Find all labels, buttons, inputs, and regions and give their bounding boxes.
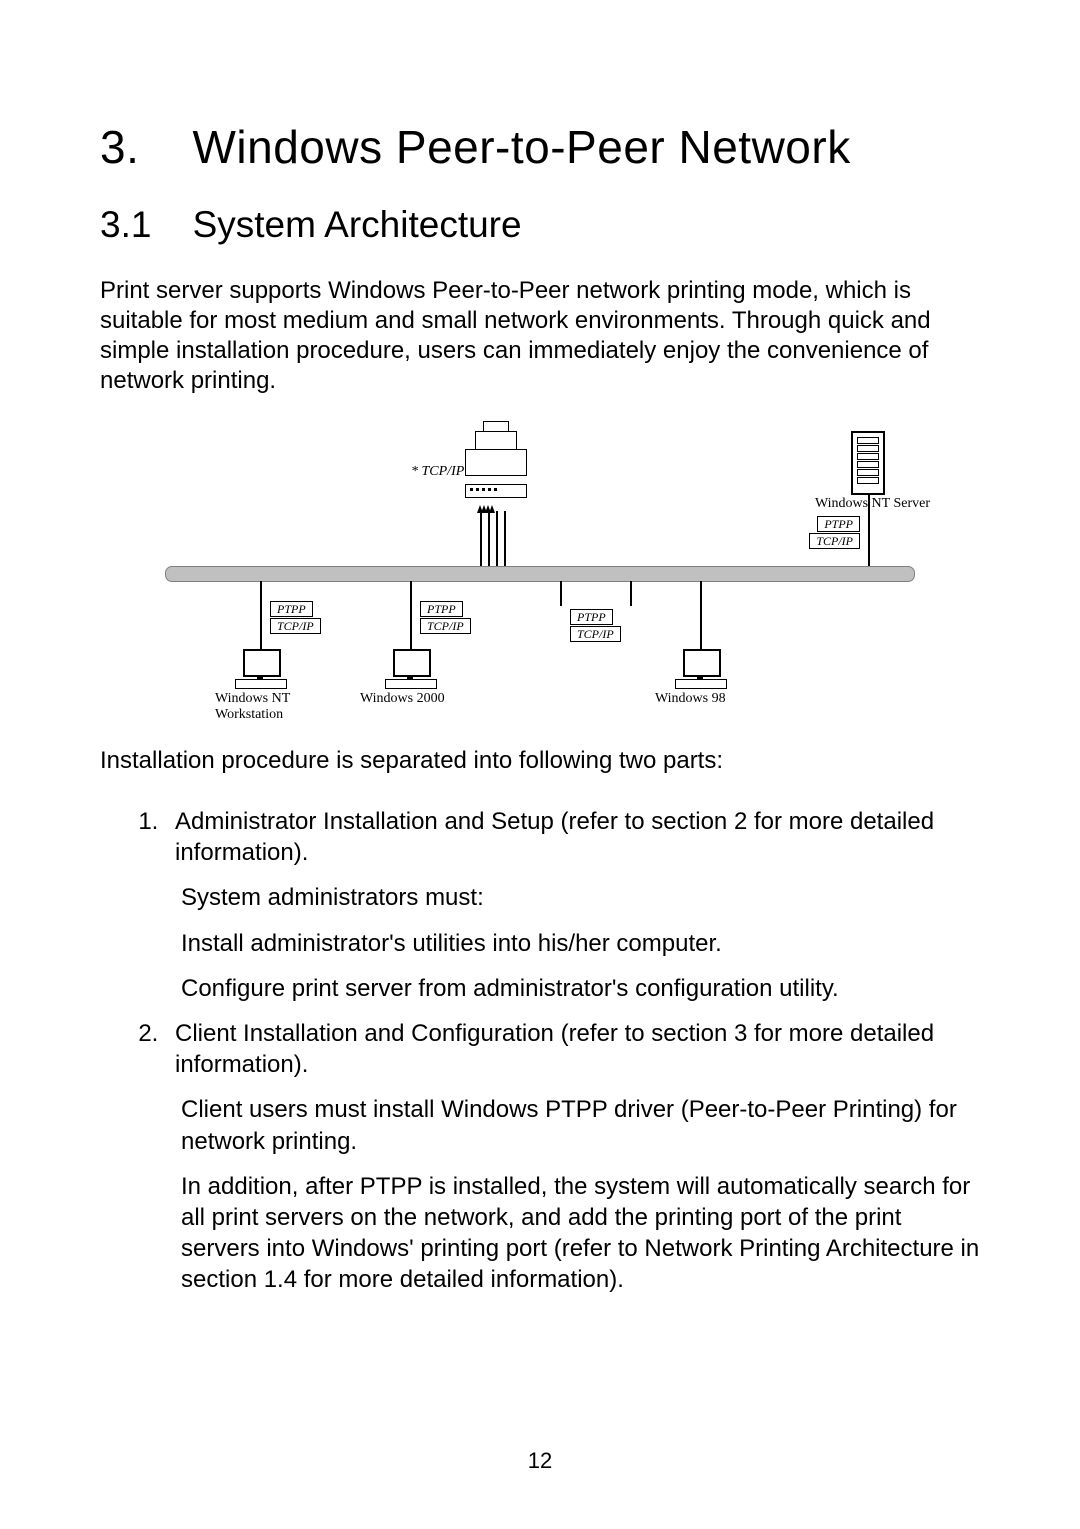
tcpip-top-label: * TCP/IP xyxy=(411,464,464,480)
item2-p1: Client users must install Windows PTPP d… xyxy=(175,1094,980,1156)
list-item-2: Client Installation and Configuration (r… xyxy=(165,1018,980,1296)
section-title: 3.1 System Architecture xyxy=(100,204,980,246)
ws2-ptpp-box: PTPP xyxy=(420,601,463,617)
ws3-tcpip-box: TCP/IP xyxy=(570,626,621,642)
section-title-text: System Architecture xyxy=(193,204,522,245)
page-number: 12 xyxy=(0,1448,1080,1474)
workstation-98-icon xyxy=(675,649,725,687)
print-server-box xyxy=(465,484,527,498)
section-number: 3.1 xyxy=(100,204,151,245)
ws1-tcpip-box: TCP/IP xyxy=(270,618,321,634)
item2-title: Client Installation and Configuration (r… xyxy=(175,1020,934,1078)
ws-98-label: Windows 98 xyxy=(655,691,726,707)
ws2-tcpip-box: TCP/IP xyxy=(420,618,471,634)
workstation-nt-icon xyxy=(235,649,285,687)
workstation-2000-icon xyxy=(385,649,435,687)
item2-p2: In addition, after PTPP is installed, th… xyxy=(175,1171,980,1296)
item1-p1: System administrators must: xyxy=(175,882,980,913)
server-label: Windows NT Server xyxy=(815,496,930,512)
server-ptpp-box: PTPP xyxy=(817,516,860,532)
network-backbone xyxy=(165,566,915,582)
chapter-title: 3. Windows Peer-to-Peer Network xyxy=(100,120,980,174)
chapter-title-text: Windows Peer-to-Peer Network xyxy=(193,121,851,173)
intro-paragraph: Print server supports Windows Peer-to-Pe… xyxy=(100,276,980,396)
ws-nt-label: Windows NT xyxy=(215,691,290,707)
printer-icon xyxy=(465,421,525,476)
network-architecture-diagram: * TCP/IP Windows NT Server PTPP TCP/IP P… xyxy=(155,416,925,726)
ws-2000-label: Windows 2000 xyxy=(360,691,445,707)
list-item-1: Administrator Installation and Setup (re… xyxy=(165,806,980,1004)
item1-p3: Configure print server from administrato… xyxy=(175,973,980,1004)
ws3-ptpp-box: PTPP xyxy=(570,609,613,625)
item1-p2: Install administrator's utilities into h… xyxy=(175,928,980,959)
ws-nt-label2: Workstation xyxy=(215,707,283,723)
server-tcpip-box: TCP/IP xyxy=(809,533,860,549)
procedure-list: Administrator Installation and Setup (re… xyxy=(100,806,980,1295)
server-tower-icon xyxy=(851,431,885,495)
ws1-ptpp-box: PTPP xyxy=(270,601,313,617)
document-page: 3. Windows Peer-to-Peer Network 3.1 Syst… xyxy=(0,0,1080,1529)
chapter-number: 3. xyxy=(100,121,139,173)
item1-title: Administrator Installation and Setup (re… xyxy=(175,808,934,866)
after-diagram-paragraph: Installation procedure is separated into… xyxy=(100,746,980,776)
